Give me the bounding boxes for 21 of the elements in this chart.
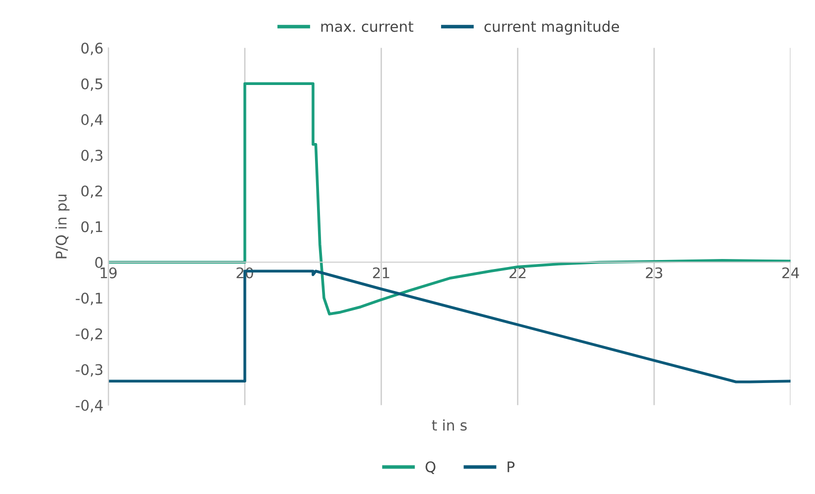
y-tick-label: 0,2: [81, 186, 102, 198]
y-axis-title: P/Q in pu: [55, 194, 70, 258]
x-tick-label: 21: [373, 267, 390, 278]
legend-label: max. current: [321, 22, 414, 32]
y-tick-label: 0,4: [81, 114, 103, 127]
x-tick-label: 19: [100, 267, 117, 278]
legend-label: Q: [426, 461, 436, 474]
x-tick-label: 24: [782, 267, 800, 278]
y-tick-label: -0,2: [76, 328, 102, 341]
legend-label: current magnitude: [484, 20, 619, 35]
x-tick-label: 23: [646, 267, 662, 278]
y-tick-label: -0,4: [76, 400, 103, 412]
legend-label: P: [508, 462, 515, 472]
y-tick-label: 0,1: [81, 221, 102, 234]
x-axis-title: t in s: [432, 419, 467, 431]
y-tick-label: 0,6: [81, 42, 103, 56]
y-tick-label: 0,3: [81, 150, 102, 162]
y-tick-label: -0,1: [76, 292, 102, 306]
y-tick-label: 0: [95, 256, 103, 268]
y-tick-label: -0,3: [76, 364, 102, 377]
y-tick-label: 0,5: [81, 78, 102, 91]
